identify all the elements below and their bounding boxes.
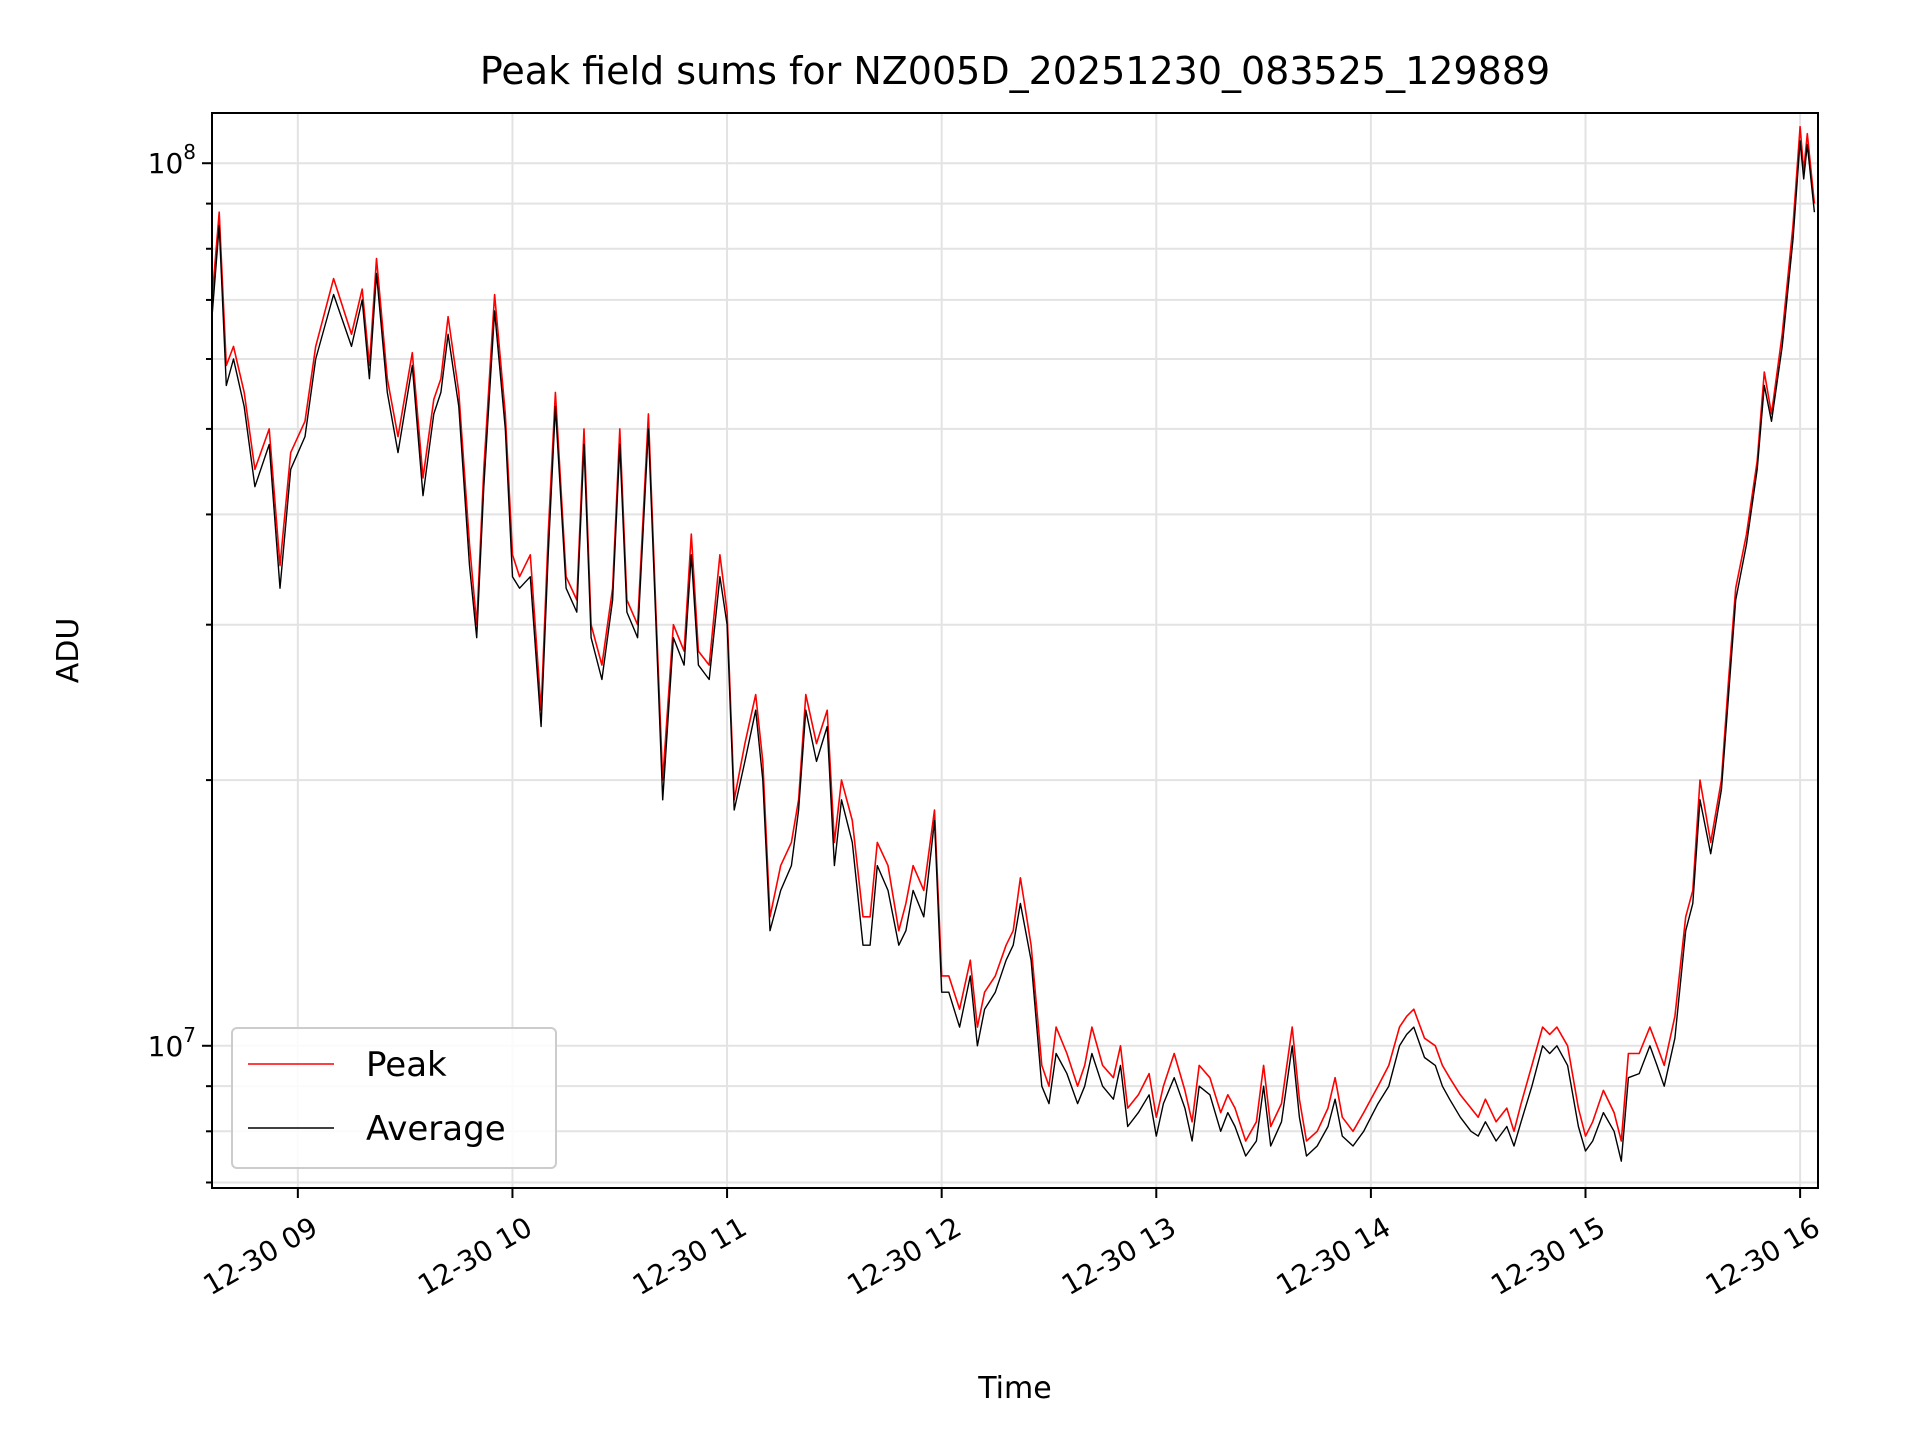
y-tick-label: 108 — [148, 140, 196, 180]
legend-box — [231, 1027, 557, 1169]
series-peak-line — [211, 125, 1816, 1142]
y-tick-label: 107 — [148, 1023, 196, 1063]
series-average-line — [211, 140, 1816, 1162]
plot-frame — [211, 112, 1819, 1189]
legend-peak-label: Peak — [366, 1045, 447, 1085]
legend-average-label: Average — [366, 1109, 506, 1149]
x-axis-label: Time — [977, 1371, 1051, 1406]
legend: Peak Average — [231, 1027, 557, 1169]
chart-title: Peak field sums for NZ005D_20251230_0835… — [480, 49, 1550, 93]
series-layer — [211, 125, 1816, 1162]
y-axis-label: ADU — [51, 618, 86, 684]
